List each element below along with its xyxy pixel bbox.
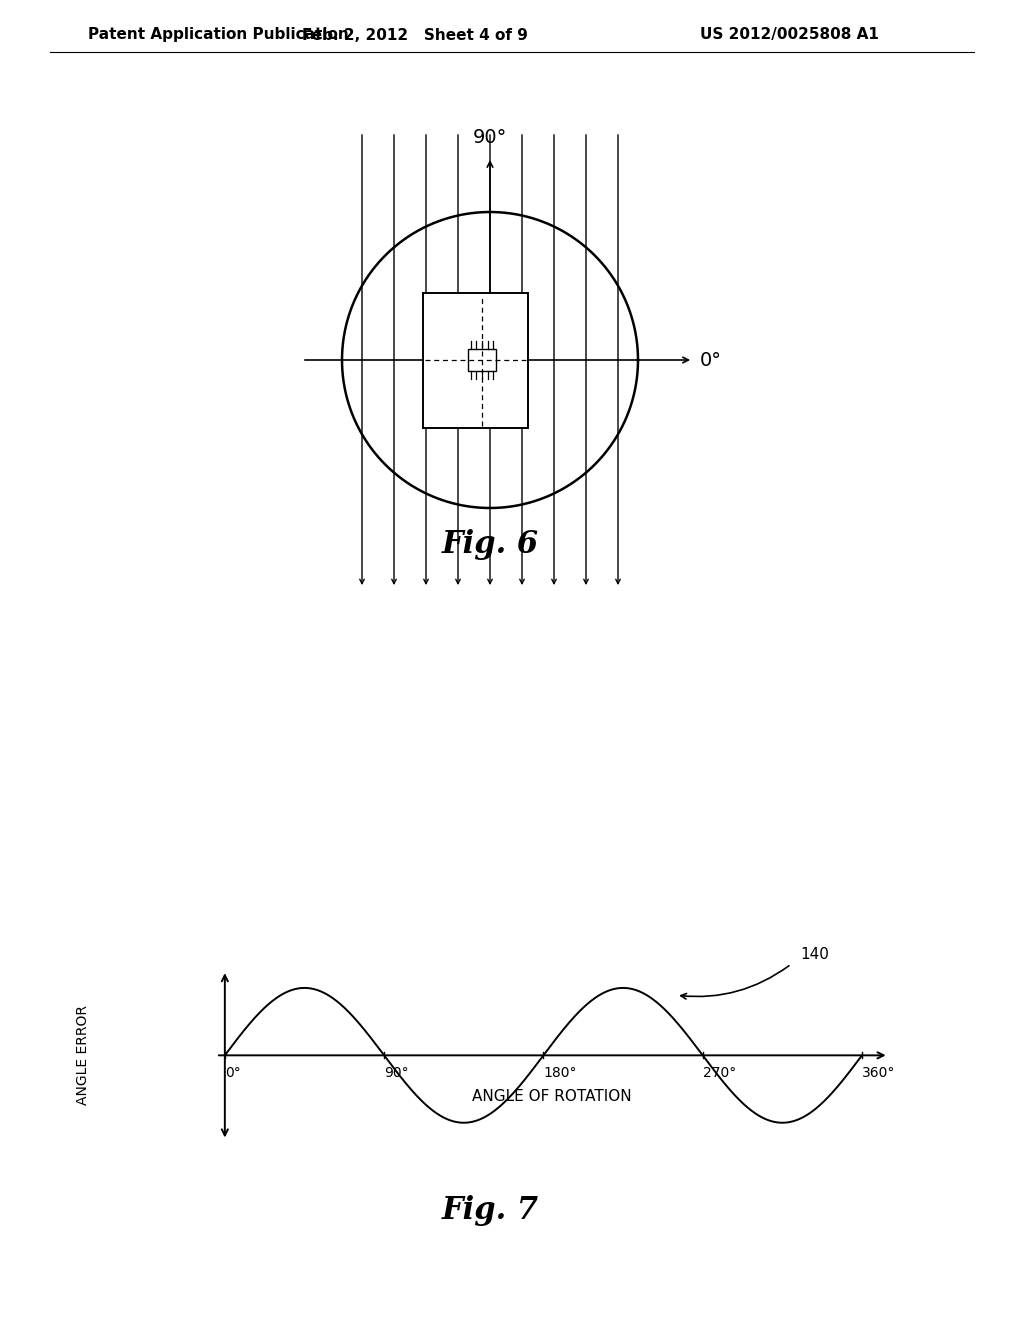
Text: 0°: 0° [225,1065,241,1080]
Text: 180°: 180° [544,1065,577,1080]
Text: 0°: 0° [700,351,722,370]
Text: 140: 140 [800,946,828,962]
Text: Fig. 7: Fig. 7 [441,1195,539,1225]
Text: Fig. 6: Fig. 6 [441,529,539,561]
Bar [468,348,496,371]
Text: ANGLE OF ROTATION: ANGLE OF ROTATION [472,1089,632,1104]
Text: US 2012/0025808 A1: US 2012/0025808 A1 [700,28,879,42]
Text: 360°: 360° [862,1065,895,1080]
Bar [423,293,527,428]
Text: 270°: 270° [702,1065,736,1080]
Text: Patent Application Publication: Patent Application Publication [88,28,349,42]
Text: 90°: 90° [473,128,507,147]
Text: 90°: 90° [384,1065,409,1080]
Text: ANGLE ERROR: ANGLE ERROR [76,1006,90,1105]
Text: Feb. 2, 2012   Sheet 4 of 9: Feb. 2, 2012 Sheet 4 of 9 [302,28,528,42]
